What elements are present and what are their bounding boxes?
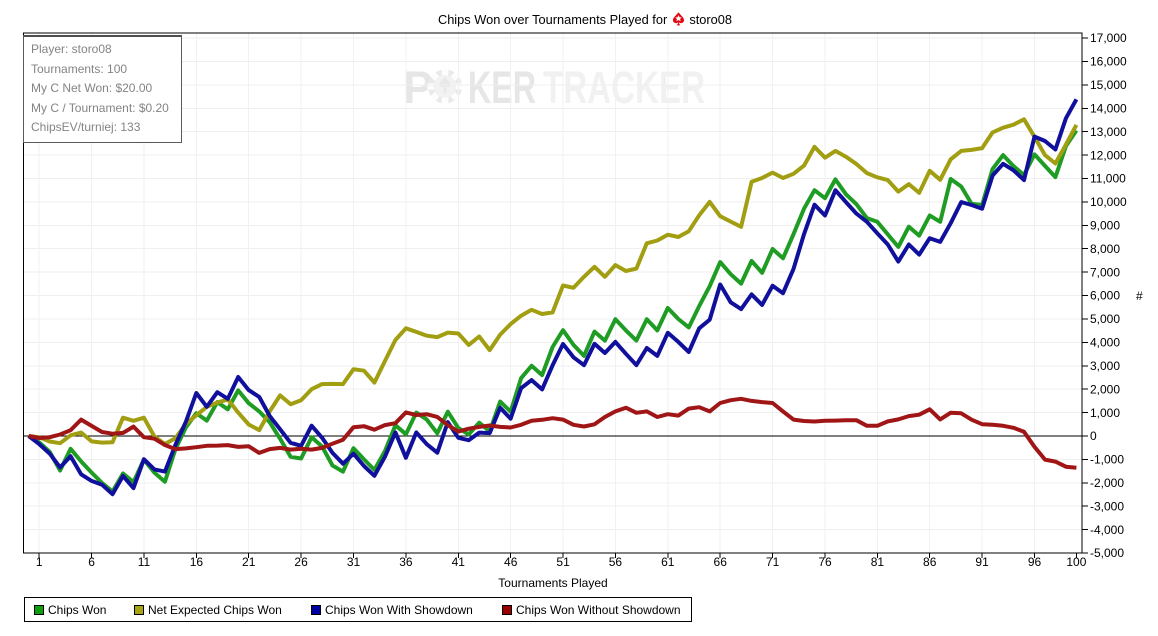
svg-text:9,000: 9,000	[1090, 219, 1120, 233]
svg-text:17,000: 17,000	[1090, 31, 1127, 45]
svg-text:KER: KER	[468, 62, 536, 112]
svg-text:10,000: 10,000	[1090, 195, 1127, 209]
svg-text:76: 76	[818, 555, 832, 569]
svg-text:61: 61	[661, 555, 675, 569]
svg-text:0: 0	[1090, 429, 1097, 443]
svg-text:11: 11	[138, 555, 151, 569]
svg-text:8,000: 8,000	[1090, 242, 1120, 256]
svg-text:7,000: 7,000	[1090, 265, 1120, 279]
svg-text:14,000: 14,000	[1090, 102, 1127, 116]
svg-text:1,000: 1,000	[1090, 406, 1120, 420]
svg-text:2,000: 2,000	[1090, 382, 1120, 396]
svg-text:66: 66	[714, 555, 728, 569]
svg-text:11,000: 11,000	[1090, 172, 1126, 186]
svg-text:6: 6	[88, 555, 95, 569]
svg-text:71: 71	[766, 555, 780, 569]
svg-text:Tournaments Played: Tournaments Played	[498, 576, 607, 590]
svg-text:12,000: 12,000	[1090, 148, 1127, 162]
svg-text:TRACKER: TRACKER	[543, 62, 705, 112]
svg-text:6,000: 6,000	[1090, 289, 1120, 303]
svg-text:21: 21	[242, 555, 256, 569]
svg-text:1: 1	[36, 555, 43, 569]
svg-text:-1,000: -1,000	[1090, 453, 1124, 467]
svg-text:16,000: 16,000	[1090, 55, 1127, 69]
svg-text:-4,000: -4,000	[1090, 523, 1124, 537]
svg-text:3,000: 3,000	[1090, 359, 1120, 373]
svg-text:51: 51	[556, 555, 570, 569]
svg-text:46: 46	[504, 555, 518, 569]
svg-text:26: 26	[294, 555, 308, 569]
svg-text:91: 91	[975, 555, 989, 569]
svg-text:31: 31	[347, 555, 361, 569]
svg-text:86: 86	[923, 555, 937, 569]
svg-text:41: 41	[452, 555, 466, 569]
svg-text:16: 16	[190, 555, 204, 569]
svg-text:100: 100	[1066, 555, 1086, 569]
svg-text:-2,000: -2,000	[1090, 476, 1124, 490]
svg-text:13,000: 13,000	[1090, 125, 1127, 139]
svg-text:-5,000: -5,000	[1090, 546, 1124, 560]
svg-text:5,000: 5,000	[1090, 312, 1120, 326]
svg-text:96: 96	[1028, 555, 1042, 569]
svg-text:4,000: 4,000	[1090, 336, 1120, 350]
svg-text:36: 36	[399, 555, 413, 569]
svg-text:-3,000: -3,000	[1090, 499, 1124, 513]
svg-text:81: 81	[871, 555, 885, 569]
svg-text:56: 56	[609, 555, 623, 569]
svg-text:#: #	[1136, 289, 1143, 303]
svg-text:15,000: 15,000	[1090, 78, 1127, 92]
